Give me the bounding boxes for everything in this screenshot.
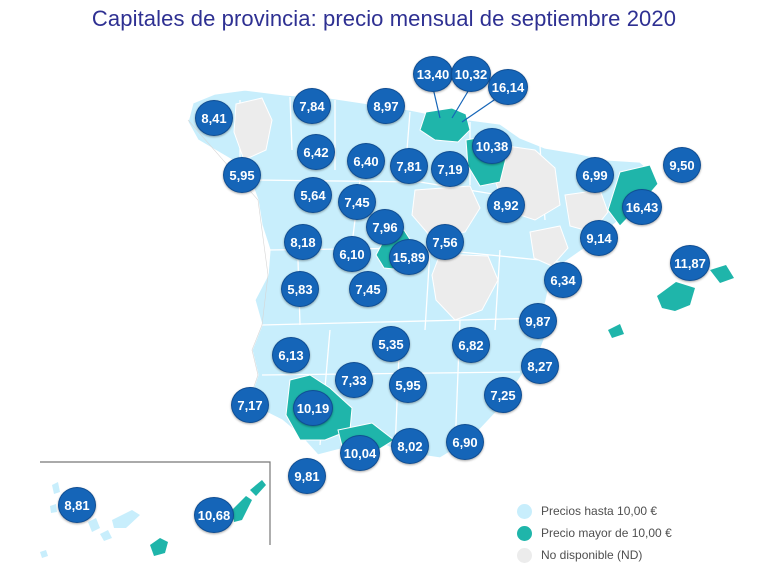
price-bubble-palma: 11,87 [670, 245, 710, 281]
legend-swatch-gray [517, 547, 532, 563]
price-bubble-bilbao: 10,32 [451, 56, 491, 92]
map-title: Capitales de provincia: precio mensual d… [91, 6, 677, 31]
price-bubble-girona: 9,50 [663, 147, 701, 183]
price-bubble-vitoria: 16,14 [488, 69, 528, 105]
canary-islands [40, 480, 266, 558]
price-bubble-zamora: 5,64 [294, 177, 332, 213]
price-bubble-huelva: 7,17 [231, 387, 269, 423]
legend-label: Precio mayor de 10,00 € [541, 526, 672, 540]
price-bubble-granada: 8,02 [391, 428, 429, 464]
price-bubble-pontevedra: 5,95 [223, 157, 261, 193]
price-bubble-tarragona: 9,14 [580, 220, 618, 256]
price-bubble-logrono: 7,19 [431, 151, 469, 187]
price-bubble-barcelona: 16,43 [622, 189, 662, 225]
price-bubble-salamanca: 8,18 [284, 224, 322, 260]
legend-item-hasta-10: Precios hasta 10,00 € [517, 500, 672, 522]
price-bubble-oviedo: 7,84 [293, 88, 331, 124]
legend-swatch-teal [517, 525, 532, 541]
legend-swatch-light-blue [517, 503, 532, 519]
price-bubble-las-palmas: 10,68 [194, 497, 234, 533]
legend-item-nd: No disponible (ND) [517, 544, 672, 566]
price-bubble-ciudad-real: 5,35 [372, 326, 410, 362]
price-bubble-badajoz: 6,13 [272, 337, 310, 373]
price-bubble-toledo: 7,45 [349, 271, 387, 307]
price-bubble-castellon: 6,34 [544, 262, 582, 298]
price-bubble-caceres: 5,83 [281, 271, 319, 307]
price-bubble-san-sebastian: 13,40 [413, 56, 453, 92]
price-bubble-santander: 8,97 [367, 88, 405, 124]
price-bubble-leon: 6,40 [347, 143, 385, 179]
leader-lines [432, 87, 498, 123]
price-bubble-santa-cruz-de-tenerife: 8,81 [58, 487, 96, 523]
price-bubble-pamplona: 10,38 [472, 128, 512, 164]
price-bubble-valencia: 9,87 [519, 303, 557, 339]
balearic-islands [608, 265, 734, 338]
price-bubble-albacete: 6,82 [452, 327, 490, 363]
price-bubble-segovia: 7,96 [366, 209, 404, 245]
legend-item-mayor-10: Precio mayor de 10,00 € [517, 522, 672, 544]
price-bubble-malaga: 10,04 [340, 435, 380, 471]
price-bubble-lugo: 6,42 [297, 134, 335, 170]
price-bubble-guadalajara: 7,56 [426, 224, 464, 260]
legend: Precios hasta 10,00 € Precio mayor de 10… [517, 500, 672, 566]
price-bubble-alicante: 8,27 [521, 348, 559, 384]
price-bubble-jaen: 5,95 [389, 367, 427, 403]
price-bubble-burgos: 7,81 [390, 148, 428, 184]
price-bubble-a-coruna: 8,41 [195, 100, 233, 136]
price-bubble-murcia: 7,25 [484, 377, 522, 413]
price-bubble-lleida: 6,99 [576, 157, 614, 193]
price-bubble-sevilla: 10,19 [293, 390, 333, 426]
price-bubble-valladolid: 7,45 [338, 184, 376, 220]
price-bubble-cordoba: 7,33 [335, 362, 373, 398]
price-bubble-madrid: 15,89 [389, 239, 429, 275]
price-bubble-cadiz: 9,81 [288, 458, 326, 494]
price-bubble-almeria: 6,90 [446, 424, 484, 460]
nd-areas [233, 97, 609, 321]
price-bubble-zaragoza: 8,92 [487, 187, 525, 223]
legend-label: No disponible (ND) [541, 548, 643, 562]
canary-inset-frame [40, 461, 271, 545]
price-bubble-avila: 6,10 [333, 236, 371, 272]
border-line [187, 119, 269, 399]
legend-label: Precios hasta 10,00 € [541, 504, 658, 518]
